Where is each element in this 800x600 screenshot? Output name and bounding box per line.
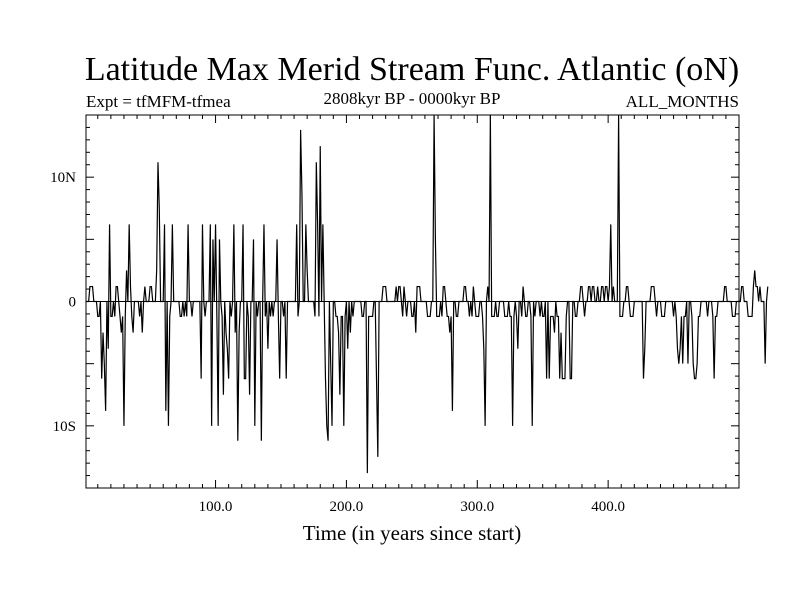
months-label: ALL_MONTHS	[626, 92, 739, 111]
plot-frame	[85, 114, 740, 489]
x-tick-label: 400.0	[591, 499, 625, 515]
x-tick-label: 200.0	[330, 499, 364, 515]
x-tick-label: 300.0	[460, 499, 494, 515]
series-line	[86, 114, 769, 474]
y-tick-label: 10S	[53, 419, 76, 435]
x-tick-label: 100.0	[199, 499, 233, 515]
x-tick-labels: 100.0 200.0 300.0 400.0	[199, 499, 625, 515]
time-range-label: 2808kyr BP - 0000kyr BP	[324, 89, 501, 108]
chart-title: Latitude Max Merid Stream Func. Atlantic…	[85, 51, 739, 88]
y-tick-label: 10N	[50, 170, 76, 186]
y-tick-labels: 10N 0 10S	[50, 170, 76, 435]
experiment-label: Expt = tfMFM-tfmea	[86, 92, 231, 111]
x-axis-label: Time (in years since start)	[303, 521, 522, 545]
y-tick-label: 0	[69, 295, 77, 311]
